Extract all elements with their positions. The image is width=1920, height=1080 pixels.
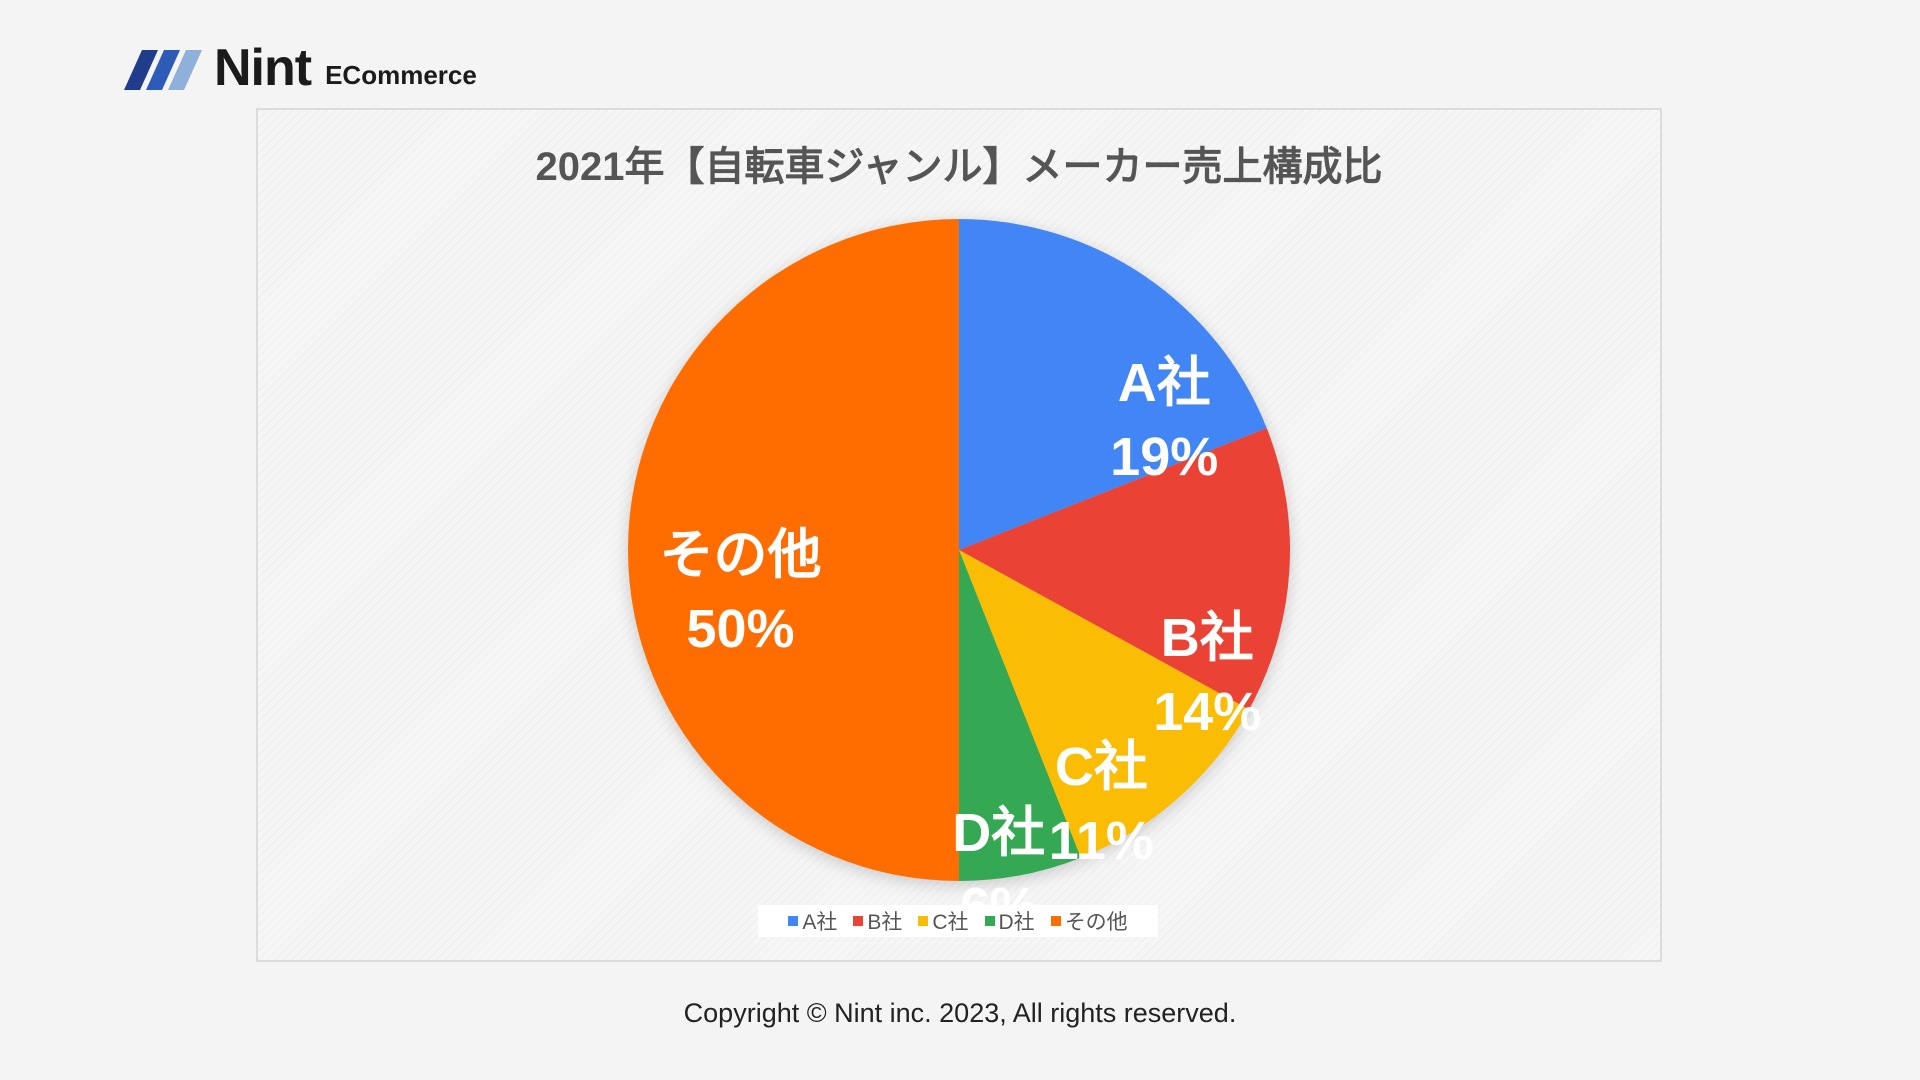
brand-logo: Nint ECommerce	[124, 40, 477, 96]
pie-slice	[628, 219, 959, 881]
legend-item: B社	[853, 906, 902, 936]
legend-swatch	[788, 916, 799, 926]
legend-swatch	[984, 916, 995, 926]
legend-label: C社	[932, 911, 969, 934]
legend-swatch	[918, 916, 929, 926]
legend-label: A社	[802, 911, 838, 934]
pie-slice	[959, 550, 1250, 858]
legend-label: その他	[1064, 911, 1128, 934]
legend-item: その他	[1050, 906, 1128, 936]
legend-item: C社	[918, 906, 969, 936]
chart-frame: 2021年【自転車ジャンル】メーカー売上構成比 A社 19% B社 14% C社 11% D…	[256, 108, 1662, 962]
pie-slice	[959, 428, 1290, 710]
slice-data-label: その他 50%	[660, 525, 822, 659]
legend-item: D社	[984, 906, 1035, 936]
chart-title: 2021年【自転車ジャンル】メーカー売上構成比	[535, 145, 1383, 189]
legend-swatch	[853, 916, 864, 926]
pie-slice	[959, 219, 1267, 550]
brand-name: Nint	[214, 39, 312, 97]
nint-logo-icon	[124, 50, 202, 90]
legend-item: A社	[788, 906, 837, 936]
legend-swatch	[1050, 916, 1061, 926]
legend-label: D社	[998, 911, 1035, 934]
pie-slice	[959, 550, 1081, 881]
legend-label: B社	[867, 911, 903, 934]
copyright-text: Copyright © Nint inc. 2023, All rights r…	[683, 998, 1237, 1028]
brand-subtitle: ECommerce	[325, 59, 477, 90]
slice-data-label: C社 11%	[1049, 737, 1154, 871]
slice-data-label: A社 19%	[1110, 353, 1218, 487]
slice-data-label: B社 14%	[1153, 608, 1261, 742]
chart-legend: A社 B社 C社 D社 その他	[758, 905, 1158, 937]
